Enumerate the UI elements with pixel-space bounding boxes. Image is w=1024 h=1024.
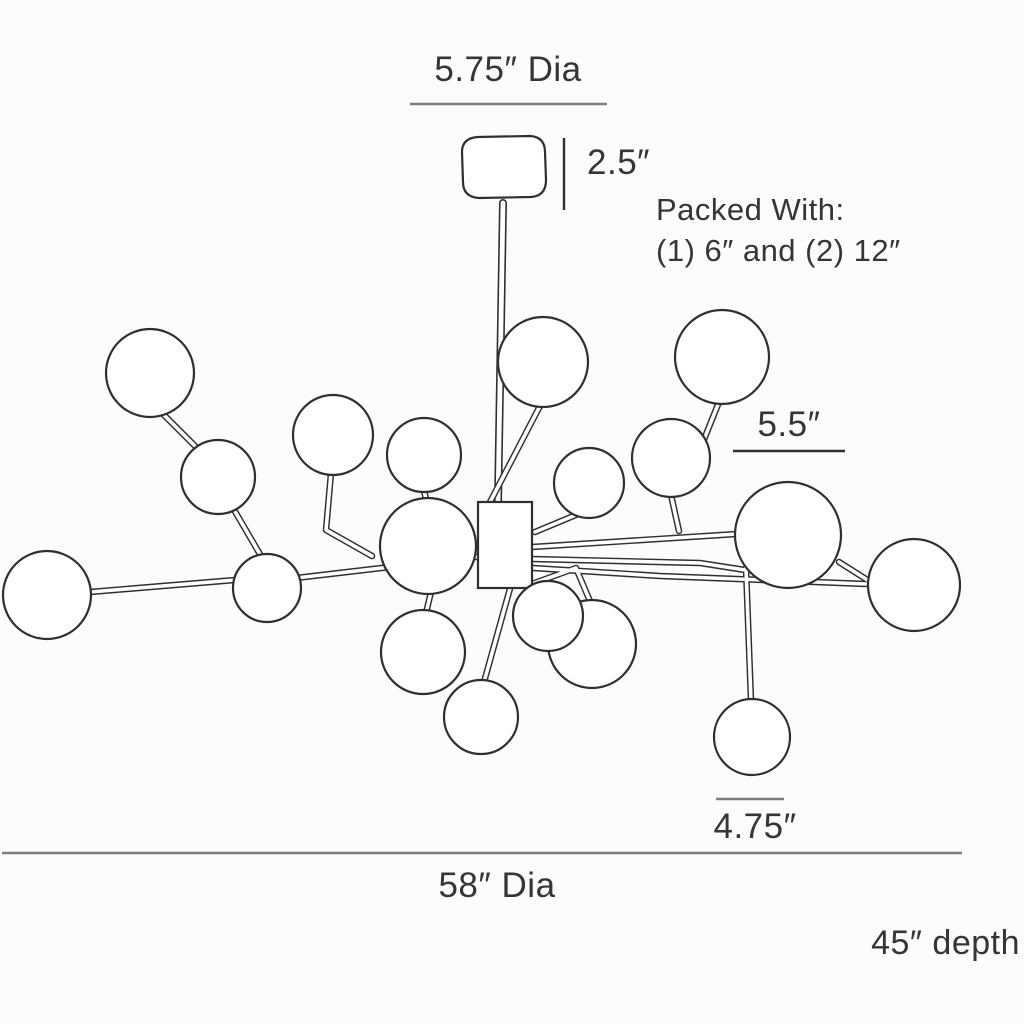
globe-dia-large-label: 5.5″	[757, 405, 821, 444]
canopy-height-label: 2.5″	[587, 143, 651, 182]
fixture-depth-label: 45″ depth	[871, 924, 1020, 962]
globe	[630, 417, 712, 499]
globe	[733, 480, 843, 590]
globe-dia-small-label: 4.75″	[713, 807, 797, 846]
globe	[291, 393, 375, 477]
globe	[231, 552, 303, 624]
globe	[496, 315, 590, 409]
globe	[1, 549, 93, 641]
globe	[552, 446, 626, 520]
globe	[511, 579, 585, 653]
globe	[673, 308, 771, 406]
globe	[442, 678, 520, 756]
canopy-dia-label: 5.75″ Dia	[434, 50, 582, 89]
globe	[179, 438, 257, 516]
center-hub	[476, 500, 534, 590]
packed-with-line2: (1) 6″ and (2) 12″	[656, 233, 901, 268]
globe	[378, 496, 478, 596]
packed-with-line1: Packed With:	[656, 192, 845, 227]
globe	[385, 416, 463, 494]
fixture-dia-label: 58″ Dia	[438, 866, 556, 905]
globe	[866, 537, 962, 633]
globe	[379, 608, 467, 696]
ceiling-canopy	[460, 134, 548, 200]
globe	[712, 697, 792, 777]
globes	[1, 308, 962, 777]
globe	[104, 327, 196, 419]
